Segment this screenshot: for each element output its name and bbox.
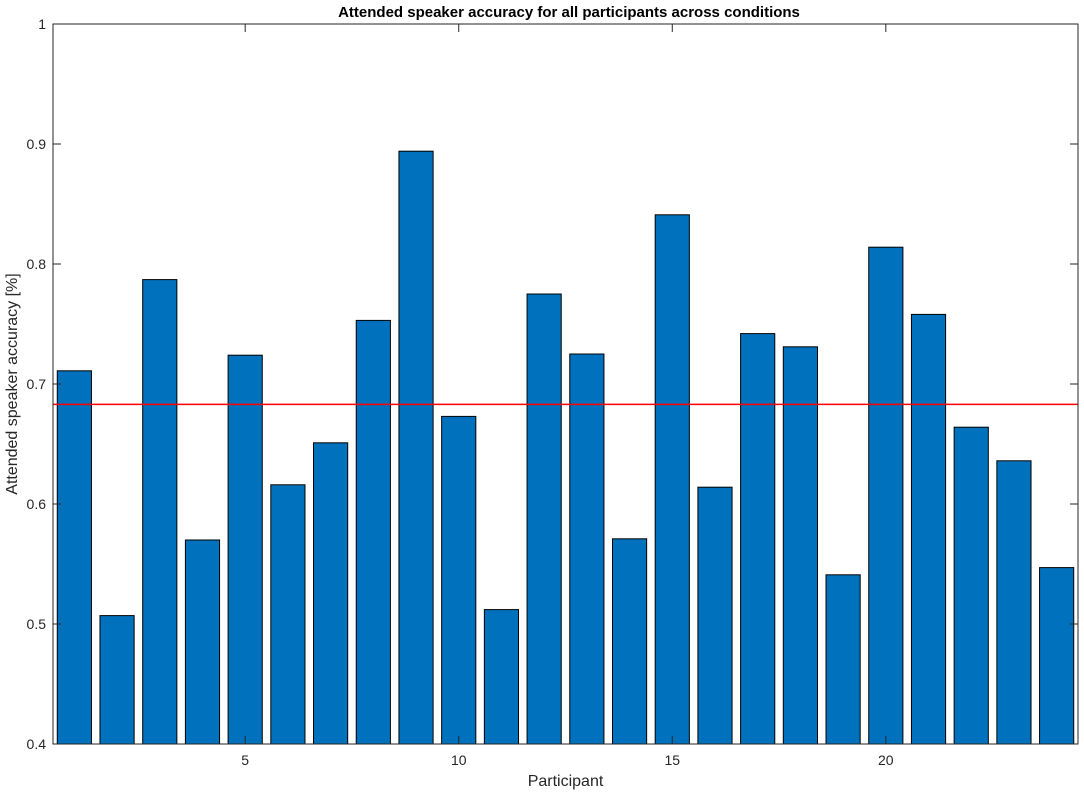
bar-participant-21 bbox=[910, 313, 947, 745]
bar-participant-15 bbox=[654, 214, 690, 745]
plot-frame bbox=[53, 24, 1078, 744]
y-axis-label: Attended speaker accuracy [%] bbox=[4, 273, 21, 494]
bar-participant-4 bbox=[184, 539, 221, 745]
x-tick-label-20: 20 bbox=[878, 752, 894, 768]
bar-participant-3 bbox=[142, 279, 178, 745]
bar-participant-5 bbox=[227, 354, 263, 745]
y-tick-label-0.8: 0.8 bbox=[27, 256, 47, 272]
bar-series bbox=[56, 150, 1075, 745]
bar-participant-13 bbox=[569, 353, 605, 745]
y-tick-label-0.7: 0.7 bbox=[27, 376, 47, 392]
bar-participant-6 bbox=[270, 484, 306, 745]
y-tick-label-0.4: 0.4 bbox=[27, 736, 47, 752]
y-tick-label-0.9: 0.9 bbox=[27, 136, 47, 152]
bar-participant-19 bbox=[825, 574, 861, 745]
bar-participant-20 bbox=[868, 246, 904, 745]
plot-area: 5 10 15 20 0.4 0.5 0.6 0.7 0.8 0.9 1 bbox=[27, 16, 1079, 768]
y-axis: 0.4 0.5 0.6 0.7 0.8 0.9 1 bbox=[27, 16, 1078, 752]
bar-participant-10 bbox=[441, 415, 477, 745]
x-tick-label-15: 15 bbox=[664, 752, 680, 768]
bar-participant-23 bbox=[996, 460, 1032, 745]
bar-participant-24 bbox=[1039, 567, 1075, 745]
chart-title: Attended speaker accuracy for all partic… bbox=[338, 4, 800, 21]
y-tick-label-0.5: 0.5 bbox=[27, 616, 47, 632]
x-tick-label-10: 10 bbox=[451, 752, 467, 768]
bar-participant-18 bbox=[782, 346, 818, 745]
bar-participant-22 bbox=[953, 426, 989, 745]
bar-participant-9 bbox=[398, 150, 434, 745]
x-axis-label: Participant bbox=[528, 773, 604, 790]
bar-participant-11 bbox=[483, 609, 520, 745]
y-tick-label-1: 1 bbox=[38, 16, 46, 32]
bar-participant-12 bbox=[526, 293, 562, 745]
y-tick-label-0.6: 0.6 bbox=[27, 496, 47, 512]
x-axis: 5 10 15 20 bbox=[241, 24, 894, 768]
bar-participant-1 bbox=[56, 370, 92, 745]
x-tick-label-5: 5 bbox=[241, 752, 249, 768]
bar-participant-16 bbox=[697, 486, 733, 745]
bar-participant-7 bbox=[313, 442, 349, 745]
bar-participant-14 bbox=[611, 538, 648, 745]
bar-participant-17 bbox=[740, 333, 776, 745]
bar-participant-8 bbox=[355, 319, 391, 745]
bar-participant-2 bbox=[99, 615, 135, 745]
